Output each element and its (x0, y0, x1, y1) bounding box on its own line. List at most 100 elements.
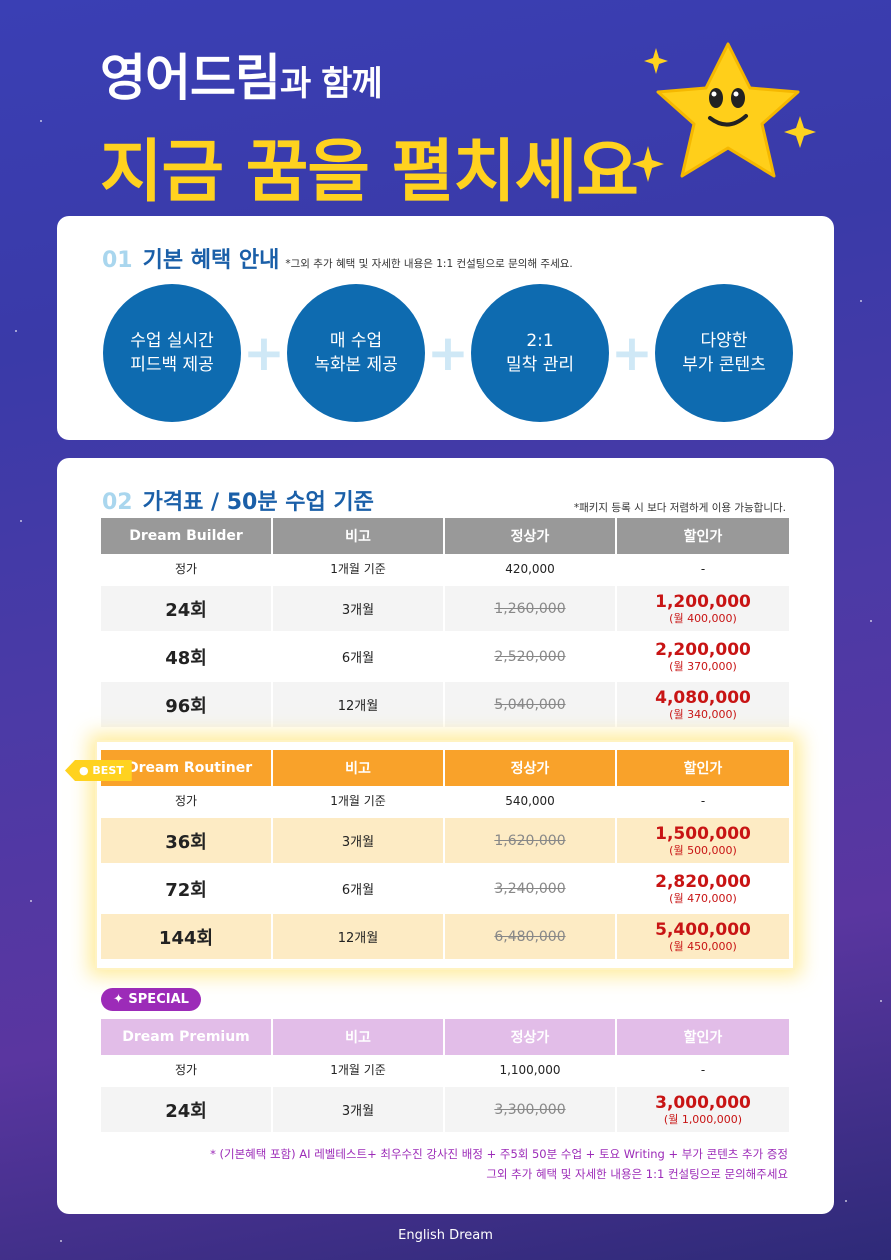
star-mascot-icon (632, 42, 816, 182)
base-price: 540,000 (445, 786, 617, 818)
table-header-row: Dream Builder 비고 정상가 할인가 (101, 518, 789, 554)
regular-price: 3,240,000 (445, 866, 617, 914)
regular-price: 3,300,000 (445, 1087, 617, 1135)
special-badge: ✦ SPECIAL (101, 988, 201, 1011)
benefit-item: 2:1 밀착 관리 (471, 284, 609, 422)
section2-number: 02 (102, 490, 133, 515)
plus-icon: + (427, 324, 469, 382)
premium-benefit-note: * (기본혜택 포함) AI 레벨테스트+ 최우수진 강사진 배정 + 주5회 … (210, 1147, 788, 1161)
discount-price: 3,000,000 (655, 1092, 751, 1113)
section2-title: 가격표 / 50분 수업 기준 (142, 490, 374, 515)
table-row: 72회 6개월 3,240,000 2,820,000 (월 470,000) (101, 866, 789, 914)
section1-note: *그외 추가 혜택 및 자세한 내용은 1:1 컨설팅으로 문의해 주세요. (285, 258, 573, 270)
pricing-card: 02 가격표 / 50분 수업 기준 *패키지 등록 시 보다 저렴하게 이용 … (57, 458, 834, 1214)
base-discount: - (617, 1055, 789, 1087)
table-row: 48회 6개월 2,520,000 2,200,000 (월 370,000) (101, 634, 789, 682)
base-price-row: 정가 1개월 기준 420,000 - (101, 554, 789, 586)
header-note: 비고 (273, 750, 445, 786)
header-regular: 정상가 (445, 750, 617, 786)
discount-cell: 3,000,000 (월 1,000,000) (617, 1087, 789, 1135)
period: 3개월 (273, 586, 445, 634)
period: 3개월 (273, 818, 445, 866)
hero-line2: 지금 꿈을 펼치세요 (100, 133, 639, 212)
discount-price: 2,820,000 (655, 871, 751, 892)
base-note: 1개월 기준 (273, 554, 445, 586)
base-price-row: 정가 1개월 기준 1,100,000 - (101, 1055, 789, 1087)
table-row: 36회 3개월 1,620,000 1,500,000 (월 500,000) (101, 818, 789, 866)
monthly-price: (월 470,000) (669, 891, 737, 905)
benefits-list: 수업 실시간 피드백 제공 + 매 수업 녹화본 제공 + 2:1 밀착 관리 … (103, 284, 793, 422)
table-row: 24회 3개월 1,260,000 1,200,000 (월 400,000) (101, 586, 789, 634)
best-highlight-frame (95, 740, 795, 970)
regular-price: 6,480,000 (445, 914, 617, 962)
discount-price: 5,400,000 (655, 919, 751, 940)
monthly-price: (월 370,000) (669, 659, 737, 673)
discount-price: 1,200,000 (655, 591, 751, 612)
sparkle-icon (632, 48, 816, 182)
plus-icon: + (611, 324, 653, 382)
period: 12개월 (273, 682, 445, 730)
period: 6개월 (273, 634, 445, 682)
discount-cell: 1,200,000 (월 400,000) (617, 586, 789, 634)
table-row: 24회 3개월 3,300,000 3,000,000 (월 1,000,000) (101, 1087, 789, 1135)
session-count: 96회 (101, 682, 273, 730)
discount-cell: 2,200,000 (월 370,000) (617, 634, 789, 682)
discount-cell: 4,080,000 (월 340,000) (617, 682, 789, 730)
regular-price: 1,260,000 (445, 586, 617, 634)
base-note: 1개월 기준 (273, 786, 445, 818)
benefit-item: 매 수업 녹화본 제공 (287, 284, 425, 422)
dream-builder-table: Dream Builder 비고 정상가 할인가 정가 1개월 기준 420,0… (101, 518, 789, 730)
hero-title-suffix: 과 함께 (280, 64, 383, 104)
discount-price: 4,080,000 (655, 687, 751, 708)
period: 3개월 (273, 1087, 445, 1135)
header-discount: 할인가 (617, 750, 789, 786)
regular-price: 1,620,000 (445, 818, 617, 866)
session-count: 36회 (101, 818, 273, 866)
package-note: *패키지 등록 시 보다 저렴하게 이용 가능합니다. (573, 502, 786, 514)
regular-price: 5,040,000 (445, 682, 617, 730)
session-count: 72회 (101, 866, 273, 914)
header-discount: 할인가 (617, 518, 789, 554)
discount-price: 1,500,000 (655, 823, 751, 844)
section1-number: 01 (102, 248, 133, 273)
period: 6개월 (273, 866, 445, 914)
discount-cell: 5,400,000 (월 450,000) (617, 914, 789, 962)
discount-price: 2,200,000 (655, 639, 751, 660)
header-note: 비고 (273, 518, 445, 554)
table-row: 96회 12개월 5,040,000 4,080,000 (월 340,000) (101, 682, 789, 730)
header-discount: 할인가 (617, 1019, 789, 1055)
table-row: 144회 12개월 6,480,000 5,400,000 (월 450,000) (101, 914, 789, 962)
base-label: 정가 (101, 786, 273, 818)
monthly-price: (월 1,000,000) (663, 1112, 743, 1126)
plus-icon: + (243, 324, 285, 382)
dream-premium-table: Dream Premium 비고 정상가 할인가 정가 1개월 기준 1,100… (101, 1019, 789, 1135)
benefits-card: 01 기본 혜택 안내 *그외 추가 혜택 및 자세한 내용은 1:1 컨설팅으… (57, 216, 834, 440)
header-regular: 정상가 (445, 518, 617, 554)
monthly-price: (월 500,000) (669, 843, 737, 857)
regular-price: 2,520,000 (445, 634, 617, 682)
base-price-row: 정가 1개월 기준 540,000 - (101, 786, 789, 818)
base-discount: - (617, 786, 789, 818)
consulting-note: 그외 추가 혜택 및 자세한 내용은 1:1 컨설팅으로 문의해주세요 (486, 1167, 788, 1181)
section2-heading: 02 가격표 / 50분 수업 기준 (102, 484, 374, 516)
table-header-row: Dream Premium 비고 정상가 할인가 (101, 1019, 789, 1055)
hero-line1: 영어드림과 함께 (100, 38, 638, 110)
dream-routiner-table: Dream Routiner 비고 정상가 할인가 정가 1개월 기준 540,… (101, 750, 789, 962)
base-label: 정가 (101, 554, 273, 586)
discount-cell: 1,500,000 (월 500,000) (617, 818, 789, 866)
monthly-price: (월 450,000) (669, 939, 737, 953)
session-count: 24회 (101, 1087, 273, 1135)
hero-heading: 영어드림과 함께 지금 꿈을 펼치세요 (100, 38, 639, 215)
header-plan: Dream Premium (101, 1019, 273, 1055)
section1-heading: 01 기본 혜택 안내 *그외 추가 혜택 및 자세한 내용은 1:1 컨설팅으… (102, 242, 573, 274)
base-label: 정가 (101, 1055, 273, 1087)
benefit-item: 수업 실시간 피드백 제공 (103, 284, 241, 422)
base-price: 420,000 (445, 554, 617, 586)
section1-title: 기본 혜택 안내 (142, 248, 280, 273)
header-regular: 정상가 (445, 1019, 617, 1055)
base-discount: - (617, 554, 789, 586)
table-header-row: Dream Routiner 비고 정상가 할인가 (101, 750, 789, 786)
session-count: 48회 (101, 634, 273, 682)
base-price: 1,100,000 (445, 1055, 617, 1087)
monthly-price: (월 340,000) (669, 707, 737, 721)
